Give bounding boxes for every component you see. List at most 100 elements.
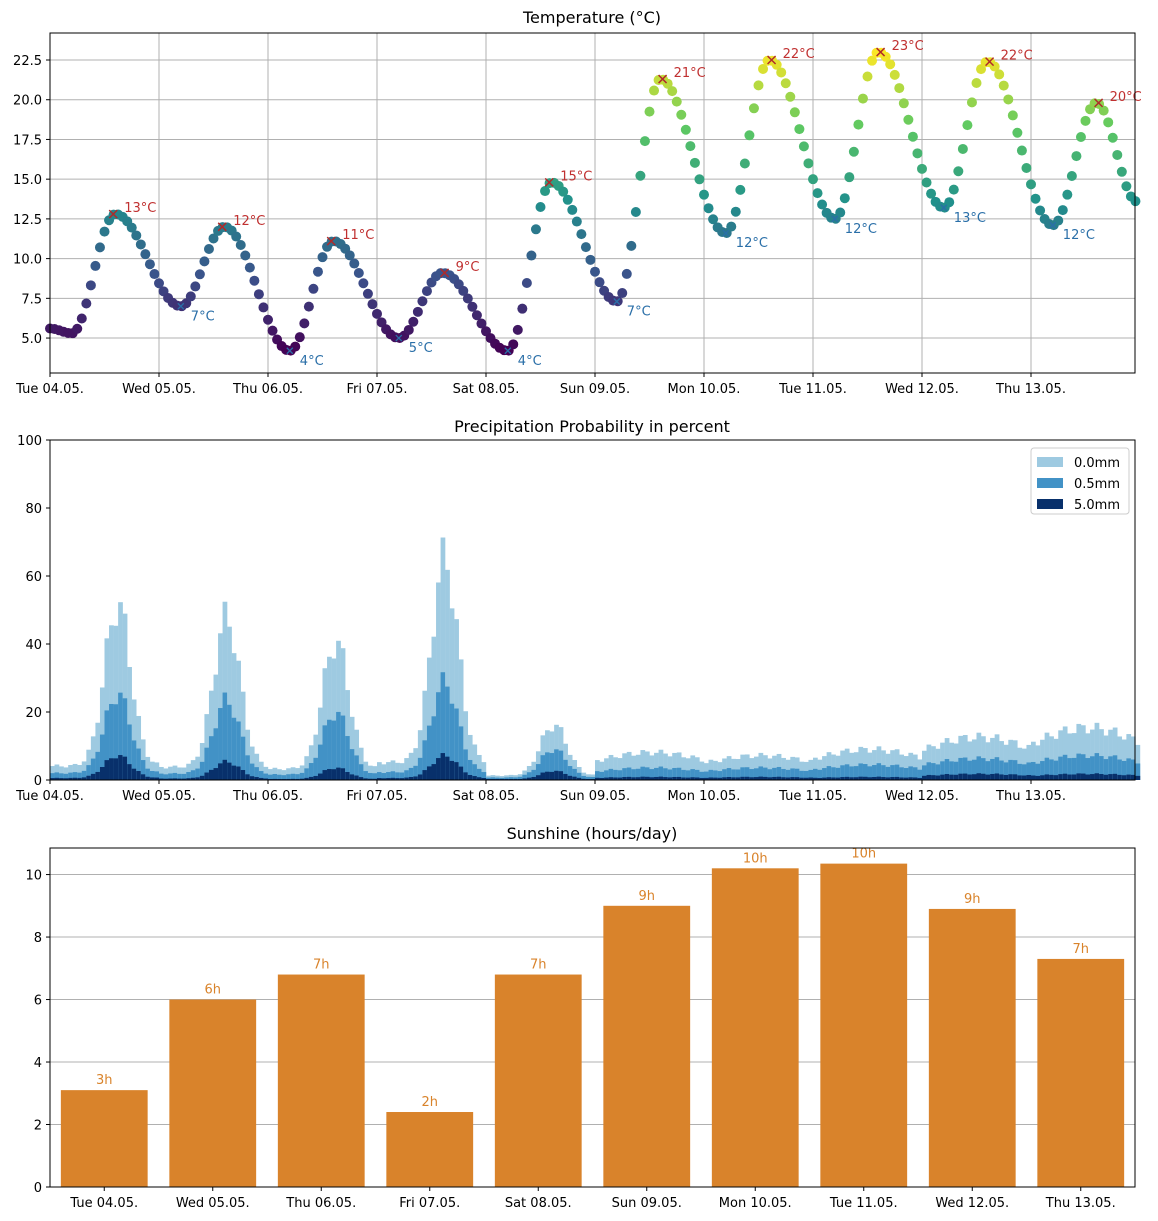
precipitation-bar [971, 774, 977, 780]
precipitation-ytick-label: 20 [25, 706, 42, 721]
temperature-point [817, 199, 828, 210]
precipitation-bar [127, 724, 132, 780]
sunshine-bar [1037, 958, 1125, 1187]
precipitation-bar [390, 777, 396, 780]
precipitation-xtick-label: Sun 09.05. [560, 789, 630, 804]
precipitation-bar [749, 769, 755, 780]
temperature-point [639, 136, 650, 147]
temperature-point [944, 197, 955, 208]
precipitation-bar [118, 602, 123, 780]
temperature-point [748, 103, 759, 114]
precipitation-bar [308, 745, 314, 780]
precipitation-bar [608, 777, 614, 780]
precipitation-bar [86, 765, 92, 780]
precipitation-bar [522, 774, 528, 780]
precipitation-bar [1108, 729, 1113, 780]
precipitation-bar [145, 756, 151, 780]
precipitation-bar [145, 776, 151, 780]
temperature-min-marker [286, 347, 294, 355]
temperature-point [844, 172, 855, 183]
precipitation-bar [1058, 774, 1063, 780]
precipitation-legend-swatch [1037, 457, 1063, 467]
precipitation-xtick-label: Thu 06.05. [232, 789, 303, 804]
temperature-point [235, 239, 246, 250]
temperature-point [76, 313, 87, 324]
precipitation-bar [644, 767, 650, 780]
precipitation-bar [90, 773, 96, 780]
temperature-point [299, 318, 310, 329]
precipitation-bar [867, 766, 873, 780]
temperature-point [190, 281, 201, 292]
precipitation-bar [245, 729, 251, 780]
precipitation-bar [304, 768, 310, 780]
precipitation-bar [1094, 722, 1100, 780]
precipitation-bar [1008, 774, 1014, 780]
temperature-point [621, 268, 632, 279]
precipitation-bar [145, 768, 151, 780]
precipitation-bar [526, 777, 532, 780]
precipitation-bar [894, 749, 900, 780]
precipitation-bar [104, 760, 110, 780]
sunshine-bar [60, 1090, 148, 1187]
precipitation-bar [649, 777, 655, 780]
precipitation-bar [685, 777, 691, 780]
precipitation-bar [1012, 774, 1018, 780]
precipitation-bar [717, 777, 723, 780]
precipitation-bar [862, 776, 868, 780]
precipitation-bar [290, 773, 296, 780]
sunshine-bar [169, 999, 257, 1187]
precipitation-bar [486, 777, 491, 780]
precipitation-bar [372, 773, 378, 780]
precipitation-bar [1040, 761, 1045, 780]
precipitation-bar [213, 768, 219, 780]
precipitation-bar [268, 774, 273, 780]
temperature-point [144, 259, 155, 270]
sunshine-xtick-label: Sat 08.05. [505, 1196, 572, 1211]
precipitation-bar [104, 710, 110, 780]
precipitation-bar [976, 756, 982, 780]
temperature-point [203, 243, 214, 254]
precipitation-bar [431, 764, 437, 780]
temperature-point [358, 278, 369, 289]
precipitation-bar [803, 770, 809, 780]
precipitation-bar [758, 766, 764, 780]
precipitation-bar [476, 768, 482, 780]
precipitation-bar [281, 775, 287, 780]
precipitation-bar [1040, 739, 1045, 780]
temperature-ytick-label: 15.0 [13, 173, 42, 188]
temperature-point [994, 69, 1005, 80]
temperature-point [1016, 145, 1027, 156]
precipitation-bar [626, 767, 632, 780]
precipitation-bar [635, 754, 641, 780]
precipitation-bar [122, 698, 128, 780]
precipitation-bar [263, 773, 269, 780]
precipitation-bar [1135, 744, 1141, 780]
precipitation-bar [953, 774, 959, 780]
precipitation-bar [413, 748, 419, 780]
precipitation-bar [990, 773, 995, 780]
precipitation-bar [708, 777, 714, 780]
precipitation-bar [331, 658, 337, 780]
temperature-max-label: 11°C [342, 228, 374, 243]
precipitation-bar [1090, 756, 1095, 780]
temperature-point [785, 91, 796, 102]
precipitation-bar [822, 777, 827, 780]
precipitation-bar [113, 704, 119, 780]
precipitation-bar [236, 660, 241, 780]
precipitation-bar [872, 765, 877, 780]
sunshine-bar [494, 974, 582, 1187]
temperature-point [1071, 151, 1082, 162]
sunshine-xtick-label: Wed 05.05. [176, 1196, 250, 1211]
precipitation-bar [440, 753, 446, 780]
precipitation-bar [903, 768, 909, 780]
precipitation-title: Precipitation Probability in percent [454, 417, 730, 436]
precipitation-bar [77, 777, 82, 780]
precipitation-bar [617, 777, 623, 780]
sunshine-ticks: 0 2 4 6 8 10 Tue 04.05. Wed 05.05. Thu 06.05. Fri… [25, 869, 1115, 1211]
precipitation-bar [903, 777, 909, 780]
precipitation-bar [981, 758, 986, 780]
precipitation-bar [690, 769, 696, 780]
temperature-point [567, 204, 578, 215]
precipitation-bar [1053, 760, 1059, 780]
